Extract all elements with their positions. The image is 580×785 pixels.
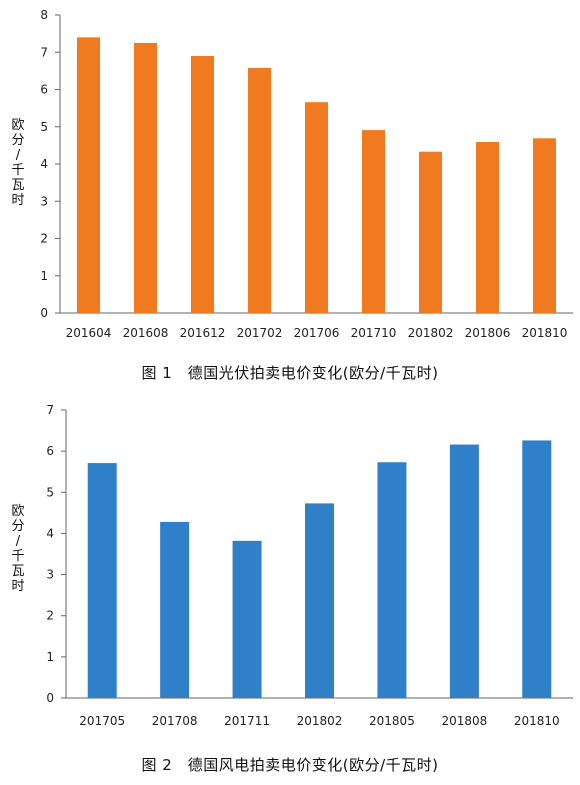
chart-solar: 0 1 2 3 4 5 6 7 8 201604 201608 201612 201702 201706 2… [0, 0, 580, 392]
y-tick-label: 7 [46, 403, 54, 417]
x-tick-label: 201802 [297, 714, 343, 728]
bar [77, 37, 100, 313]
y-tick-label: 1 [46, 650, 54, 664]
x-tick-label: 201808 [441, 714, 487, 728]
y-tick-label: 4 [46, 526, 54, 540]
bar [419, 151, 442, 313]
y-tick-label: 8 [40, 8, 48, 22]
y-tick-label: 1 [40, 269, 48, 283]
x-tick-label: 201802 [408, 326, 454, 340]
bar [248, 67, 271, 314]
chart-solar-plot: 0 1 2 3 4 5 6 7 8 201604 201608 201612 201702 201706 2… [40, 8, 573, 340]
x-tick-label: 201705 [79, 714, 125, 728]
x-tick-label: 201806 [465, 326, 511, 340]
y-tick-label: 2 [40, 232, 48, 246]
y-tick-label: 5 [40, 120, 48, 134]
bar [134, 42, 157, 313]
y-tick-label: 0 [40, 306, 48, 320]
x-tick-label: 201702 [237, 326, 283, 340]
y-axis-title: 欧 分 / 千 瓦 时 [11, 504, 25, 594]
x-tick-label: 201708 [152, 714, 198, 728]
y-tick-label: 4 [40, 157, 48, 171]
bar [87, 463, 117, 698]
figure-caption: 图 2 德国风电拍卖电价变化(欧分/千瓦时) [141, 756, 439, 774]
bar [449, 444, 479, 698]
x-tick-label: 201805 [369, 714, 415, 728]
x-tick-label: 201711 [224, 714, 270, 728]
y-tick-label: 2 [46, 609, 54, 623]
x-tick-label: 201608 [123, 326, 169, 340]
bar [362, 130, 385, 313]
bar [476, 142, 499, 313]
y-tick-label: 6 [46, 444, 54, 458]
bar [522, 440, 552, 698]
bar [533, 138, 556, 313]
y-tick-label: 3 [40, 194, 48, 208]
bar [160, 521, 190, 698]
bar [191, 55, 214, 313]
y-tick-label: 3 [46, 568, 54, 582]
x-tick-label: 201604 [66, 326, 112, 340]
y-tick-label: 5 [46, 485, 54, 499]
chart-wind: 0 1 2 3 4 5 6 7 201705 201708 201711 201802 201805 20… [0, 392, 580, 785]
x-tick-label: 201612 [180, 326, 226, 340]
chart-wind-plot: 0 1 2 3 4 5 6 7 201705 201708 201711 201802 201805 20… [46, 403, 573, 728]
y-tick-label: 7 [40, 45, 48, 59]
bar [305, 503, 334, 698]
x-tick-label: 201810 [514, 714, 560, 728]
y-tick-label: 6 [40, 83, 48, 97]
y-axis-title: 欧 分 / 千 瓦 时 [11, 118, 25, 208]
x-tick-label: 201810 [522, 326, 568, 340]
bar [232, 540, 262, 698]
bar [377, 462, 407, 698]
x-tick-label: 201710 [351, 326, 397, 340]
figure-caption: 图 1 德国光伏拍卖电价变化(欧分/千瓦时) [141, 364, 439, 382]
y-tick-label: 0 [46, 691, 54, 705]
bar [305, 102, 328, 313]
x-tick-label: 201706 [294, 326, 340, 340]
